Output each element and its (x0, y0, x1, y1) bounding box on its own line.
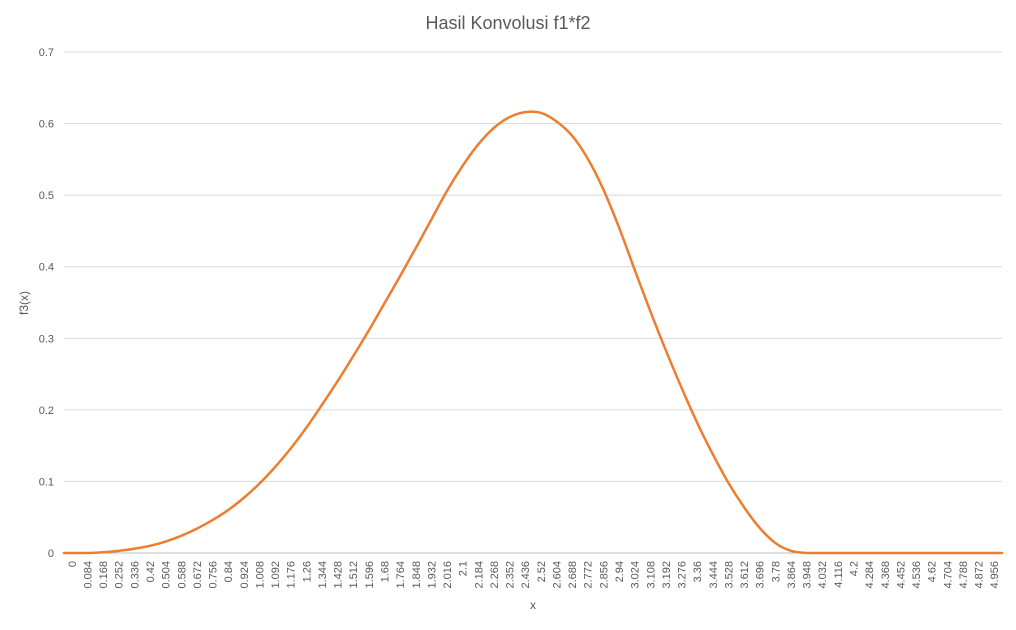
x-tick-label: 0.672 (192, 561, 204, 589)
gridlines (64, 51, 1002, 554)
y-tick-label: 0.5 (39, 190, 54, 202)
x-tick-label: 3.864 (786, 561, 798, 589)
x-tick-label: 0.756 (208, 561, 220, 589)
x-tick-label: 3.948 (802, 561, 814, 589)
x-axis-label: x (530, 598, 536, 612)
x-tick-label: 1.512 (348, 561, 360, 589)
x-tick-label: 2.52 (536, 561, 548, 582)
x-tick-label: 0.084 (82, 561, 94, 589)
x-tick-label: 0.924 (239, 561, 251, 589)
x-tick-label: 2.688 (567, 561, 579, 589)
x-tick-label: 4.368 (880, 561, 892, 589)
x-tick-label: 4.872 (974, 561, 986, 589)
x-tick-label: 3.444 (708, 561, 720, 589)
x-tick-label: 1.932 (426, 561, 438, 589)
x-tick-label: 3.276 (677, 561, 689, 589)
x-tick-label: 0.252 (114, 561, 126, 589)
x-tick-label: 3.528 (723, 561, 735, 589)
x-tick-label: 0.84 (223, 561, 235, 582)
x-tick-label: 1.848 (411, 561, 423, 589)
x-tick-label: 3.192 (661, 561, 673, 589)
y-tick-label: 0.2 (39, 405, 54, 417)
x-tick-label: 1.428 (333, 561, 345, 589)
x-tick-label: 4.956 (989, 561, 1001, 589)
x-tick-label: 2.436 (520, 561, 532, 589)
series-line (62, 110, 1004, 555)
x-tick-label: 2.772 (583, 561, 595, 589)
x-tick-label: 0 (67, 561, 79, 567)
x-tick-label: 1.764 (395, 561, 407, 589)
x-tick-label: 2.94 (614, 561, 626, 582)
series-group (62, 110, 1004, 555)
x-tick-label: 2.016 (442, 561, 454, 589)
x-tick-label: 4.2 (848, 561, 860, 576)
x-tick-label: 4.452 (895, 561, 907, 589)
x-tick-label: 0.42 (145, 561, 157, 582)
y-axis-label: f3(x) (17, 291, 31, 315)
x-tick-label: 2.268 (489, 561, 501, 589)
x-tick-labels: 0 0.084 0.168 0.252 0.336 0.42 0.504 0.588 0.672… (67, 561, 1001, 589)
x-tick-label: 1.68 (379, 561, 391, 582)
x-tick-label: 2.184 (473, 561, 485, 589)
x-tick-label: 2.856 (598, 561, 610, 589)
x-tick-label: 3.696 (755, 561, 767, 589)
x-tick-label: 0.504 (161, 561, 173, 589)
y-tick-labels: 0 0.1 0.2 0.3 0.4 0.5 0.6 0.7 (39, 47, 54, 560)
y-tick-label: 0.1 (39, 476, 54, 488)
x-tick-label: 3.78 (770, 561, 782, 582)
x-tick-label: 3.024 (630, 561, 642, 589)
x-tick-label: 2.604 (551, 561, 563, 589)
y-tick-label: 0.3 (39, 333, 54, 345)
x-tick-label: 1.092 (270, 561, 282, 589)
x-tick-label: 3.36 (692, 561, 704, 582)
x-tick-label: 4.704 (942, 561, 954, 589)
x-tick-label: 4.116 (833, 561, 845, 588)
x-tick-label: 4.032 (817, 561, 829, 589)
x-tick-label: 1.596 (364, 561, 376, 589)
x-tick-label: 0.168 (98, 561, 110, 589)
x-tick-label: 0.588 (176, 561, 188, 589)
y-tick-label: 0 (48, 548, 54, 560)
x-tick-label: 4.788 (958, 561, 970, 589)
chart-title: Hasil Konvolusi f1*f2 (425, 13, 590, 33)
y-tick-label: 0.6 (39, 119, 54, 131)
x-tick-label: 1.176 (286, 561, 298, 589)
x-tick-label: 1.26 (301, 561, 313, 582)
x-tick-label: 4.536 (911, 561, 923, 589)
x-tick-label: 2.352 (505, 561, 517, 589)
x-tick-label: 3.108 (645, 561, 657, 589)
y-tick-label: 0.4 (39, 262, 54, 274)
x-tick-label: 2.1 (458, 561, 470, 576)
x-tick-label: 3.612 (739, 561, 751, 589)
y-tick-label: 0.7 (39, 47, 54, 59)
x-tick-label: 4.62 (927, 561, 939, 582)
x-tick-label: 4.284 (864, 561, 876, 589)
x-tick-label: 0.336 (129, 561, 141, 589)
x-tick-label: 1.344 (317, 561, 329, 589)
x-tick-label: 1.008 (254, 561, 266, 589)
